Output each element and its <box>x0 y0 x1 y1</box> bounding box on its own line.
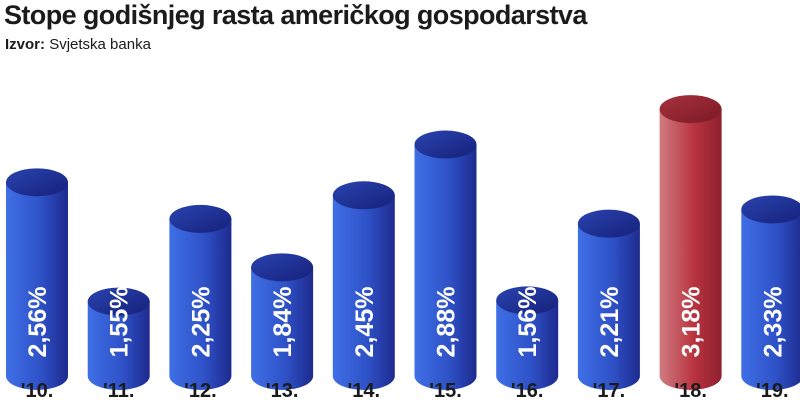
bar <box>496 300 559 390</box>
x-tick-label: '17. <box>593 380 626 400</box>
x-tick-label: '11. <box>103 380 134 400</box>
source-value: Svjetska banka <box>49 36 151 53</box>
data-label: 2,33% <box>759 287 787 358</box>
x-tick-label: '14. <box>348 380 381 400</box>
data-label: 2,45% <box>351 287 379 358</box>
bar <box>87 301 150 390</box>
x-tick-label: '15. <box>429 380 462 400</box>
data-label: 1,56% <box>514 287 542 358</box>
bar <box>659 109 722 391</box>
bar-top <box>577 209 640 238</box>
x-tick-label: '16. <box>511 380 544 400</box>
data-label: 2,21% <box>596 287 624 358</box>
chart-title: Stope godišnjeg rasta američkog gospodar… <box>4 0 587 30</box>
bar <box>6 182 68 390</box>
x-tick-label: '19. <box>756 380 789 400</box>
chart-source: Izvor: Svjetska banka <box>5 36 151 53</box>
bar-top <box>87 287 150 316</box>
source-label: Izvor: <box>5 36 46 53</box>
data-label: 2,56% <box>24 287 52 358</box>
bar <box>332 195 395 390</box>
x-tick-label: '10. <box>21 380 54 400</box>
bar-top <box>741 195 800 224</box>
bar-top <box>659 95 722 124</box>
bar <box>169 218 232 390</box>
bar-top <box>251 253 314 282</box>
bar-top <box>414 130 477 159</box>
x-tick-label: '13. <box>266 380 299 400</box>
bar-top <box>6 168 68 197</box>
bar-top <box>169 204 232 233</box>
bar <box>414 144 477 390</box>
data-label: 2,88% <box>433 287 461 358</box>
data-label: 1,84% <box>269 287 297 358</box>
data-label: 3,18% <box>678 287 706 358</box>
data-label: 2,25% <box>187 287 215 358</box>
data-label: 1,55% <box>106 287 134 358</box>
x-tick-label: '12. <box>184 380 217 400</box>
bar <box>251 267 314 390</box>
bar-top <box>332 181 395 210</box>
bar-top <box>496 286 559 315</box>
x-tick-label: '18. <box>674 380 707 400</box>
bar <box>741 209 800 390</box>
bar <box>577 223 640 390</box>
